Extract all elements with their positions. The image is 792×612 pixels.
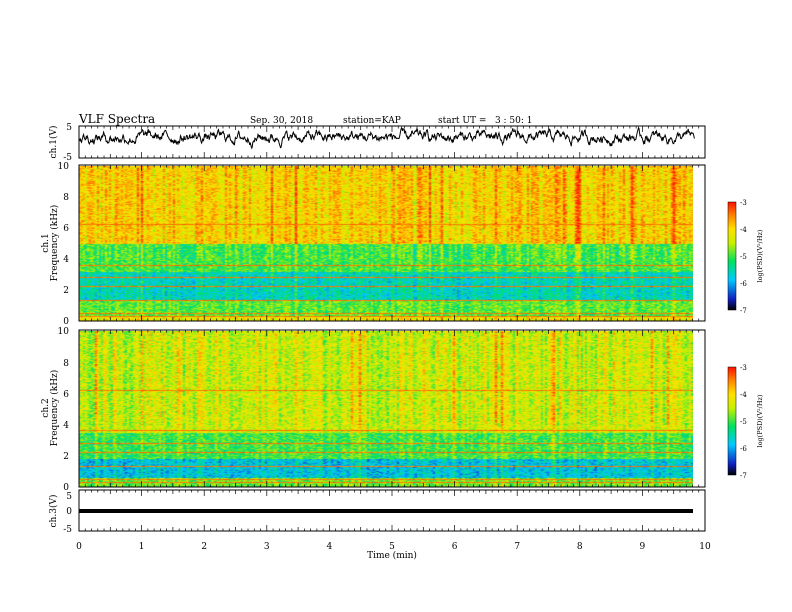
waveform-ch3-ticks xyxy=(78,490,706,531)
spectrogram-ch1-image xyxy=(79,166,693,321)
ch2-ytick-0: 0 xyxy=(63,483,69,493)
date-label: Sep. 30, 2018 xyxy=(250,116,313,126)
ch3-waveform-ylabel: ch.3(V) xyxy=(48,495,59,528)
ch1-ytick-6: 6 xyxy=(63,224,69,234)
time-tick-label: 9 xyxy=(640,542,646,552)
time-tick-label: 8 xyxy=(577,542,583,552)
spectrogram-ch2-ticks xyxy=(78,330,706,487)
ch3-ytick-0: 0 xyxy=(66,507,72,517)
ch2-ytick-2: 2 xyxy=(63,452,69,462)
ch2-spectrogram-ylabel: Frequency (kHz) xyxy=(49,370,60,447)
cbar1-tick-neg7: -7 xyxy=(740,307,747,315)
cbar2-tick-neg5: -5 xyxy=(740,418,747,426)
time-tick-label: 2 xyxy=(201,542,207,552)
ch3-ytick-neg5: -5 xyxy=(63,525,72,535)
time-tick-label: 10 xyxy=(699,542,711,552)
waveform-ch1-series xyxy=(78,126,695,150)
colorbar-ch1 xyxy=(727,201,737,311)
cbar2-tick-neg7: -7 xyxy=(740,472,747,480)
ch1-ytick-5: 5 xyxy=(66,123,72,133)
ch2-ytick-6: 6 xyxy=(63,390,69,400)
colorbar-ch2 xyxy=(727,366,737,476)
ch2-spectrogram-channel-label: ch.2 xyxy=(41,398,51,417)
cbar1-tick-neg3: -3 xyxy=(740,199,747,207)
spectrogram-ch1-panel: 0 2 4 6 8 10 ch.1 Frequency (kHz) -3 -4 … xyxy=(41,162,764,327)
time-tick-label: 7 xyxy=(514,542,520,552)
ch1-ytick-2: 2 xyxy=(63,286,69,296)
cbar1-tick-neg4: -4 xyxy=(740,226,747,234)
time-axis-label: Time (min) xyxy=(367,550,417,561)
ch3-ytick-5: 5 xyxy=(66,492,72,502)
time-tick-label: 0 xyxy=(76,542,82,552)
figure-title: VLF Spectra xyxy=(78,112,155,126)
cbar2-tick-neg4: -4 xyxy=(740,391,747,399)
cbar2-tick-neg6: -6 xyxy=(740,445,747,453)
colorbar-ch2-label: log(PSD)(V²/Hz) xyxy=(756,394,764,447)
ch2-ytick-10: 10 xyxy=(58,327,70,337)
spectrogram-ch2-panel: 0 2 4 6 8 10 ch.2 Frequency (kHz) -3 -4 … xyxy=(41,327,764,493)
time-axis-ticklabels: 0 1 2 3 4 5 6 7 8 9 10 xyxy=(76,542,711,552)
waveform-ch1-panel: 5 -5 ch.1(V) xyxy=(48,123,706,163)
time-tick-label: 5 xyxy=(389,542,395,552)
ch2-ytick-8: 8 xyxy=(63,359,69,369)
ch1-ytick-8: 8 xyxy=(63,193,69,203)
cbar2-tick-neg3: -3 xyxy=(740,364,747,372)
waveform-ch1-xticks xyxy=(78,126,706,158)
spectrogram-ch1-ticks xyxy=(78,165,706,321)
time-tick-label: 1 xyxy=(139,542,145,552)
ch1-ytick-neg5: -5 xyxy=(63,153,72,163)
time-tick-label: 6 xyxy=(452,542,458,552)
time-tick-label: 4 xyxy=(327,542,333,552)
waveform-ch3-panel: 5 0 -5 ch.3(V) xyxy=(48,489,706,535)
cbar1-tick-neg6: -6 xyxy=(740,280,747,288)
spectrogram-ch2-image xyxy=(79,331,693,487)
station-label: station=KAP xyxy=(343,116,401,126)
colorbar-ch1-label: log(PSD)(V²/Hz) xyxy=(756,229,764,282)
ch1-ytick-0: 0 xyxy=(63,317,69,327)
ch1-ytick-10: 10 xyxy=(58,162,70,172)
ch1-waveform-ylabel: ch.1(V) xyxy=(48,126,59,159)
cbar1-tick-neg5: -5 xyxy=(740,253,747,261)
ch1-spectrogram-channel-label: ch.1 xyxy=(41,233,51,252)
ch1-ytick-4: 4 xyxy=(63,255,69,265)
start-time-label: start UT = 3 : 50: 1 xyxy=(438,116,533,126)
ch1-spectrogram-ylabel: Frequency (kHz) xyxy=(49,205,60,282)
time-tick-label: 3 xyxy=(264,542,270,552)
ch2-ytick-4: 4 xyxy=(63,421,69,431)
